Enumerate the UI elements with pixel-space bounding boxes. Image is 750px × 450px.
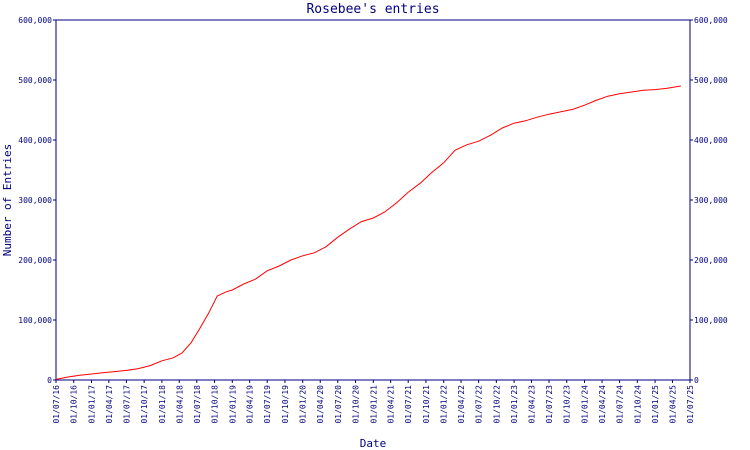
- x-tick-label: 01/07/20: [334, 385, 343, 424]
- y-axis-label: Number of Entries: [1, 144, 14, 257]
- y-tick-label-left: 100,000: [18, 316, 52, 325]
- x-tick-label: 01/07/17: [122, 385, 131, 424]
- x-tick-label: 01/10/17: [140, 385, 149, 424]
- y-tick-label-right: 400,000: [694, 136, 728, 145]
- x-tick-label: 01/01/24: [580, 385, 589, 424]
- x-tick-label: 01/07/25: [686, 385, 695, 424]
- x-tick-label: 01/10/21: [422, 385, 431, 424]
- x-tick-label: 01/01/17: [87, 385, 96, 424]
- x-tick-label: 01/04/17: [105, 385, 114, 424]
- x-tick-label: 01/04/24: [598, 385, 607, 424]
- x-tick-label: 01/10/23: [563, 385, 572, 424]
- chart-title: Rosebee's entries: [306, 2, 439, 17]
- x-tick-label: 01/10/24: [633, 385, 642, 424]
- x-tick-label: 01/04/19: [246, 385, 255, 424]
- y-tick-label-left: 500,000: [18, 76, 52, 85]
- y-ticks-right: 0 100,000 200,000 300,000 400,000 500,000 600,…: [690, 16, 728, 385]
- x-tick-label: 01/04/23: [527, 385, 536, 424]
- y-tick-label-right: 200,000: [694, 256, 728, 265]
- x-tick-label: 01/04/21: [387, 385, 396, 424]
- x-ticks: 01/07/16 01/10/16 01/01/17 01/04/17 01/07/17…: [52, 380, 695, 424]
- x-tick-label: 01/07/19: [263, 385, 272, 424]
- x-tick-label: 01/07/21: [404, 385, 413, 424]
- x-tick-label: 01/10/18: [211, 385, 220, 424]
- y-tick-label-right: 100,000: [694, 316, 728, 325]
- plot-frame: [55, 19, 691, 381]
- x-tick-label: 01/10/19: [281, 385, 290, 424]
- x-tick-label: 01/01/21: [369, 385, 378, 424]
- x-tick-label: 01/07/16: [52, 385, 61, 424]
- x-tick-label: 01/04/22: [457, 385, 466, 424]
- x-tick-label: 01/07/22: [475, 385, 484, 424]
- x-tick-label: 01/07/24: [616, 385, 625, 424]
- x-tick-label: 01/10/16: [70, 385, 79, 424]
- series-line: [55, 85, 681, 380]
- x-tick-label: 01/10/22: [492, 385, 501, 424]
- y-ticks-left: 0 100,000 200,000 300,000 400,000 500,000 600,…: [18, 16, 56, 385]
- x-tick-label: 01/07/23: [545, 385, 554, 424]
- y-tick-label-right: 0: [694, 376, 699, 385]
- y-tick-label-right: 300,000: [694, 196, 728, 205]
- x-tick-label: 01/01/22: [440, 385, 449, 424]
- y-tick-label-right: 500,000: [694, 76, 728, 85]
- x-tick-label: 01/01/25: [651, 385, 660, 424]
- x-tick-label: 01/01/19: [228, 385, 237, 424]
- x-tick-label: 01/01/18: [158, 385, 167, 424]
- y-tick-label-left: 0: [47, 376, 52, 385]
- x-tick-label: 01/01/23: [510, 385, 519, 424]
- y-tick-label-left: 400,000: [18, 136, 52, 145]
- x-tick-label: 01/04/20: [316, 385, 325, 424]
- y-tick-label-left: 200,000: [18, 256, 52, 265]
- x-axis-label: Date: [360, 437, 387, 450]
- x-tick-label: 01/04/18: [175, 385, 184, 424]
- x-tick-label: 01/07/18: [193, 385, 202, 424]
- x-tick-label: 01/10/20: [352, 385, 361, 424]
- x-tick-label: 01/01/20: [299, 385, 308, 424]
- x-tick-label: 01/04/25: [668, 385, 677, 424]
- y-tick-label-right: 600,000: [694, 16, 728, 25]
- y-tick-label-left: 600,000: [18, 16, 52, 25]
- y-tick-label-left: 300,000: [18, 196, 52, 205]
